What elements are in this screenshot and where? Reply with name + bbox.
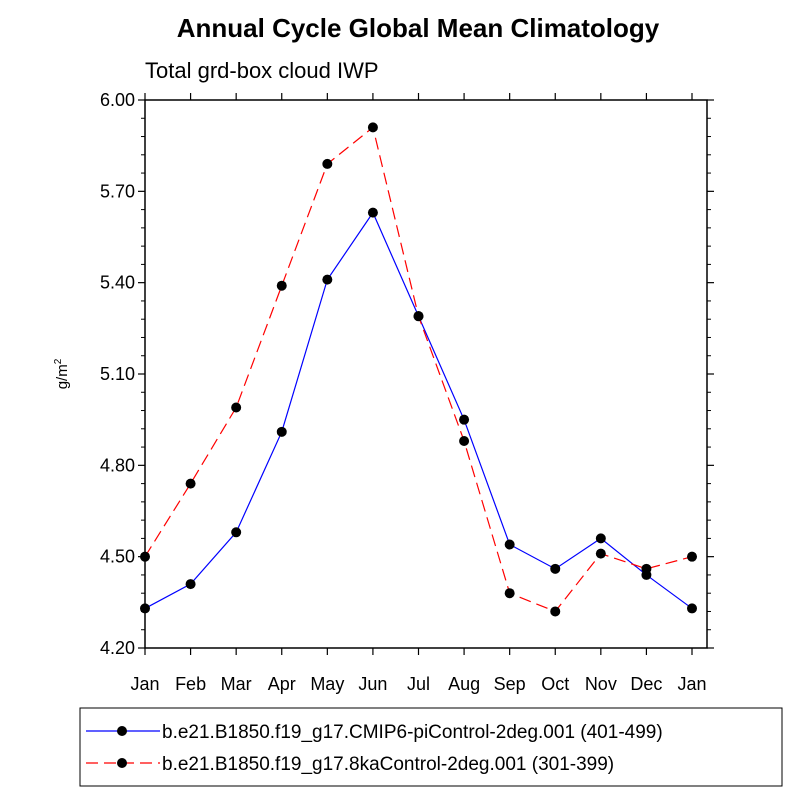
y-axis-label: g/m2 xyxy=(53,358,71,389)
series-2-point xyxy=(641,563,652,574)
series-1-point xyxy=(185,579,196,590)
x-tick-label: Mar xyxy=(221,674,252,694)
legend-label-1: b.e21.B1850.f19_g17.CMIP6-piControl-2deg… xyxy=(162,722,663,743)
legend-box xyxy=(79,707,783,787)
x-tick-label: Feb xyxy=(175,674,206,694)
y-tick-label: 5.10 xyxy=(100,364,135,384)
series-2-point xyxy=(459,435,470,446)
series-1-point xyxy=(595,533,606,544)
series-1-point xyxy=(231,527,242,538)
legend-label-2: b.e21.B1850.f19_g17.8kaControl-2deg.001 … xyxy=(162,754,614,775)
x-tick-label: Oct xyxy=(541,674,569,694)
x-tick-label: Aug xyxy=(448,674,480,694)
legend-marker-2 xyxy=(117,758,127,768)
series-2-point xyxy=(595,548,606,559)
series-2-point xyxy=(550,606,561,617)
series-1-point xyxy=(687,603,697,614)
chart-subtitle: Total grd-box cloud IWP xyxy=(145,58,379,83)
series-2-point xyxy=(687,551,697,562)
series-2-point xyxy=(322,158,333,169)
series-1-point xyxy=(276,426,287,437)
x-tick-label: Jun xyxy=(358,674,387,694)
legend-marker-1 xyxy=(117,726,127,736)
series-1-point xyxy=(459,414,470,425)
series-1-point xyxy=(322,274,333,285)
y-axis-label-sup: 2 xyxy=(53,358,64,364)
y-tick-label: 4.20 xyxy=(100,638,135,658)
series-2-point xyxy=(185,478,196,489)
x-tick-label: May xyxy=(310,674,344,694)
series-2-point xyxy=(231,402,242,413)
x-tick-label: Nov xyxy=(585,674,617,694)
y-tick-label: 4.80 xyxy=(100,455,135,475)
series-2-point xyxy=(413,311,424,322)
series-1-point xyxy=(550,563,561,574)
series-line-1 xyxy=(144,211,693,609)
x-tick-label: Apr xyxy=(268,674,296,694)
series-line-2 xyxy=(144,126,693,613)
y-tick-label: 4.50 xyxy=(100,547,135,567)
series-2-point xyxy=(504,588,515,599)
y-axis-label-base: g/m xyxy=(54,364,71,389)
series-2-point xyxy=(367,122,378,133)
legend: b.e21.B1850.f19_g17.CMIP6-piControl-2deg… xyxy=(79,707,783,787)
series-2-point xyxy=(276,280,287,291)
series-1-point xyxy=(367,207,378,218)
chart-title: Annual Cycle Global Mean Climatology xyxy=(177,13,660,43)
axes: 4.20 4.50 4.80 5.10 5.40 5.70 6.00 Jan Feb Mar Apr… xyxy=(100,90,714,694)
series-1-point xyxy=(504,539,515,550)
x-tick-label: Jan xyxy=(130,674,159,694)
y-tick-label: 5.40 xyxy=(100,273,135,293)
x-tick-label: Sep xyxy=(494,674,526,694)
y-tick-label: 5.70 xyxy=(100,181,135,201)
y-tick-label: 6.00 xyxy=(100,90,135,110)
x-tick-label: Jan xyxy=(677,674,706,694)
plot-frame xyxy=(144,99,708,649)
x-tick-label: Jul xyxy=(407,674,430,694)
series-layer xyxy=(140,122,697,617)
x-tick-label: Dec xyxy=(630,674,662,694)
